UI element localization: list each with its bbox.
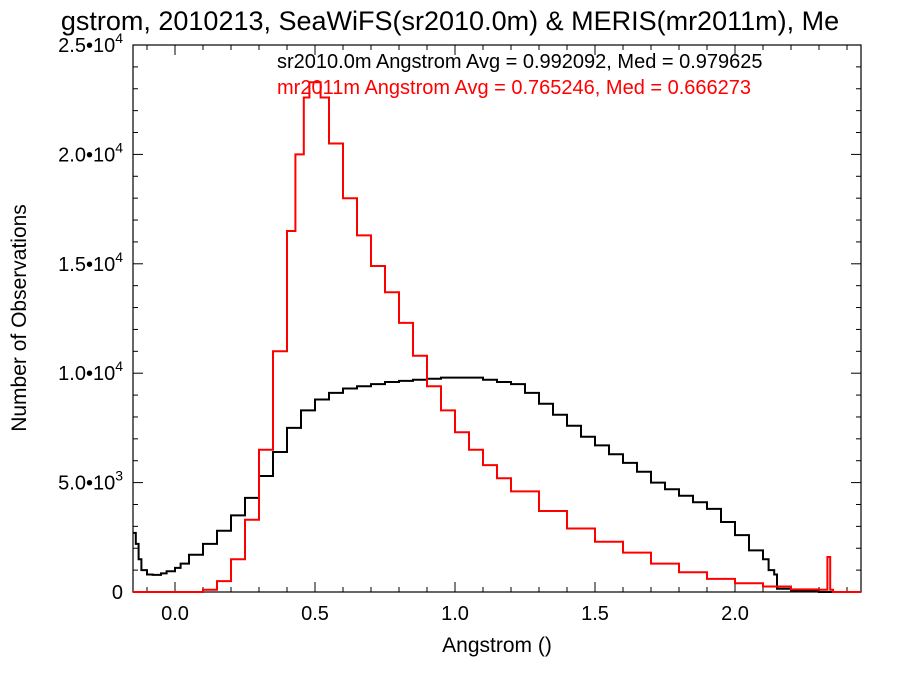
x-tick-label: 1.0 — [441, 603, 469, 625]
y-tick-label: 5.0•103 — [58, 468, 123, 495]
y-tick-label: 2.0•104 — [58, 139, 123, 166]
y-tick-label: 0 — [112, 582, 123, 604]
chart-title: gstrom, 2010213, SeaWiFS(sr2010.0m) & ME… — [61, 6, 839, 36]
y-axis-label: Number of Observations — [8, 204, 31, 432]
x-tick-label: 1.5 — [581, 603, 609, 625]
series-layer — [133, 81, 861, 593]
x-tick-label: 0.0 — [161, 603, 189, 625]
x-tick-label: 0.5 — [301, 603, 329, 625]
x-tick-label: 2.0 — [721, 603, 749, 625]
y-axis-ticks: 0 5.0•103 1.0•104 1.5•104 2.0•104 2.5•104 — [58, 30, 861, 604]
annotation-mr2011-stats: mr2011m Angstrom Avg = 0.765246, Med = 0… — [277, 77, 751, 99]
plot-frame — [132, 44, 862, 593]
annotation-sr2010-stats: sr2010.0m Angstrom Avg = 0.992092, Med =… — [277, 51, 763, 73]
x-axis-ticks: 0.0 0.5 1.0 1.5 2.0 — [146, 45, 848, 625]
y-tick-label: 1.5•104 — [58, 249, 123, 276]
x-axis-label: Angstrom () — [442, 634, 552, 657]
series-mr2011-line — [133, 81, 861, 593]
y-tick-label: 1.0•104 — [58, 358, 123, 385]
series-sr2010-line — [133, 376, 861, 593]
y-tick-label: 2.5•104 — [58, 30, 123, 57]
